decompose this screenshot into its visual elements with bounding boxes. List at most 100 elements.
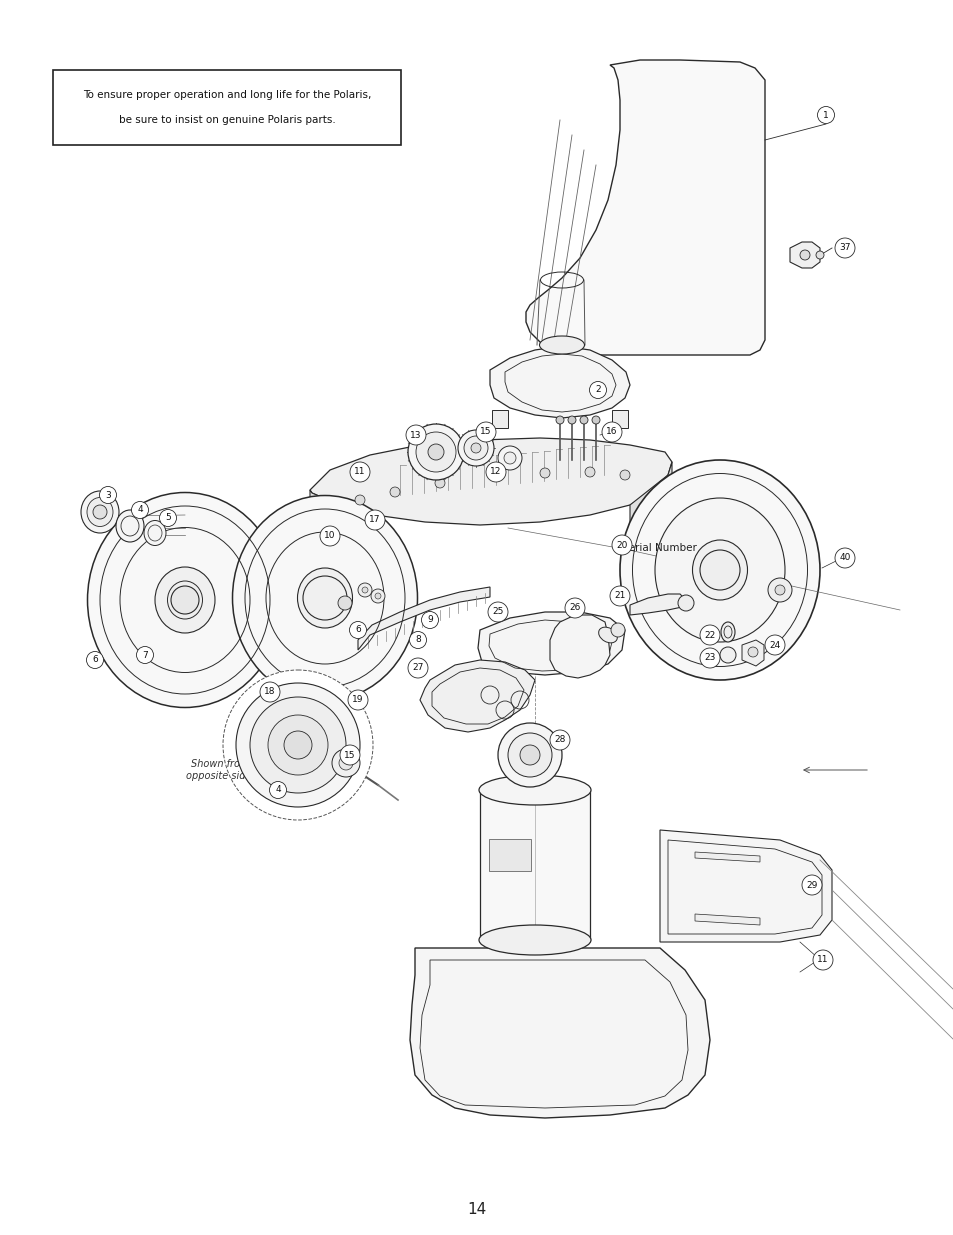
FancyBboxPatch shape xyxy=(489,839,531,871)
Ellipse shape xyxy=(720,622,734,642)
Circle shape xyxy=(767,578,791,601)
Circle shape xyxy=(408,658,428,678)
Text: 27: 27 xyxy=(412,663,423,673)
Ellipse shape xyxy=(478,925,590,955)
Circle shape xyxy=(503,452,516,464)
Text: 37: 37 xyxy=(839,243,850,252)
Polygon shape xyxy=(410,948,709,1118)
Circle shape xyxy=(678,595,693,611)
Text: 18: 18 xyxy=(264,688,275,697)
Circle shape xyxy=(497,446,521,471)
Text: 2: 2 xyxy=(595,385,600,394)
Ellipse shape xyxy=(154,567,214,634)
Polygon shape xyxy=(550,615,609,678)
Circle shape xyxy=(834,238,854,258)
Polygon shape xyxy=(477,613,624,676)
Circle shape xyxy=(136,646,153,663)
Circle shape xyxy=(87,652,103,668)
Circle shape xyxy=(92,505,107,519)
Circle shape xyxy=(408,424,463,480)
Ellipse shape xyxy=(692,540,747,600)
Polygon shape xyxy=(612,410,627,429)
Ellipse shape xyxy=(723,626,731,638)
Polygon shape xyxy=(629,594,685,615)
Ellipse shape xyxy=(539,336,584,354)
Circle shape xyxy=(250,697,346,793)
Circle shape xyxy=(371,589,385,603)
Circle shape xyxy=(409,631,426,648)
Circle shape xyxy=(390,487,399,496)
Text: 4: 4 xyxy=(137,505,143,515)
Text: 15: 15 xyxy=(479,427,491,436)
Text: 20: 20 xyxy=(616,541,627,550)
Polygon shape xyxy=(419,659,535,732)
Text: 17: 17 xyxy=(369,515,380,525)
Ellipse shape xyxy=(598,627,617,643)
Circle shape xyxy=(260,682,280,701)
Text: 9: 9 xyxy=(427,615,433,625)
Circle shape xyxy=(319,526,339,546)
Circle shape xyxy=(132,501,149,519)
Circle shape xyxy=(612,535,631,555)
Circle shape xyxy=(800,249,809,261)
Circle shape xyxy=(159,510,176,526)
Text: 25: 25 xyxy=(492,608,503,616)
Ellipse shape xyxy=(478,776,590,805)
Circle shape xyxy=(488,601,507,622)
Circle shape xyxy=(416,432,456,472)
Circle shape xyxy=(350,462,370,482)
Circle shape xyxy=(610,622,624,637)
Circle shape xyxy=(476,422,496,442)
Text: 13: 13 xyxy=(410,431,421,440)
Text: 8: 8 xyxy=(415,636,420,645)
Circle shape xyxy=(579,416,587,424)
Ellipse shape xyxy=(168,580,202,619)
Circle shape xyxy=(747,647,758,657)
Text: 5: 5 xyxy=(165,514,171,522)
Ellipse shape xyxy=(553,353,570,363)
Text: 11: 11 xyxy=(817,956,828,965)
Text: 40: 40 xyxy=(839,553,850,562)
Circle shape xyxy=(801,876,821,895)
Text: 6: 6 xyxy=(355,625,360,635)
Text: 24: 24 xyxy=(768,641,780,650)
Circle shape xyxy=(355,495,365,505)
Polygon shape xyxy=(490,346,629,417)
Ellipse shape xyxy=(144,520,166,546)
Circle shape xyxy=(764,635,784,655)
Polygon shape xyxy=(492,410,507,429)
Circle shape xyxy=(812,950,832,969)
Text: 7: 7 xyxy=(142,651,148,659)
Polygon shape xyxy=(659,830,831,942)
Text: 23: 23 xyxy=(703,653,715,662)
Ellipse shape xyxy=(233,495,417,700)
Ellipse shape xyxy=(619,459,820,680)
Circle shape xyxy=(375,593,380,599)
Polygon shape xyxy=(310,438,671,525)
Text: 1: 1 xyxy=(822,110,828,120)
Circle shape xyxy=(720,647,735,663)
Circle shape xyxy=(303,576,347,620)
Circle shape xyxy=(332,748,359,777)
Circle shape xyxy=(507,734,552,777)
Text: 6: 6 xyxy=(92,656,98,664)
Ellipse shape xyxy=(88,493,282,708)
Text: 3: 3 xyxy=(105,490,111,499)
Polygon shape xyxy=(741,640,763,666)
Circle shape xyxy=(564,598,584,618)
Circle shape xyxy=(421,611,438,629)
Circle shape xyxy=(235,683,359,806)
Circle shape xyxy=(556,416,563,424)
Circle shape xyxy=(834,548,854,568)
Text: 28: 28 xyxy=(554,736,565,745)
Circle shape xyxy=(490,471,499,480)
Circle shape xyxy=(463,436,488,459)
Circle shape xyxy=(609,585,629,606)
Polygon shape xyxy=(695,914,760,925)
Text: be sure to insist on genuine Polaris parts.: be sure to insist on genuine Polaris par… xyxy=(118,115,335,125)
Circle shape xyxy=(485,462,505,482)
Text: 19: 19 xyxy=(352,695,363,704)
Circle shape xyxy=(284,731,312,760)
FancyBboxPatch shape xyxy=(53,69,400,146)
Circle shape xyxy=(269,782,286,799)
